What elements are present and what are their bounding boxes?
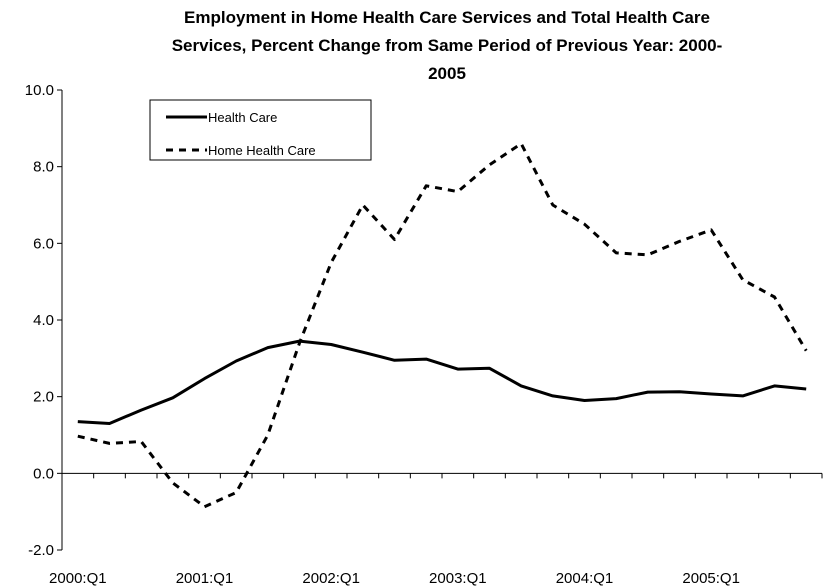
y-tick-label: 10.0: [25, 82, 54, 99]
x-tick-label: 2003:Q1: [429, 570, 487, 586]
y-tick-label: 8.0: [33, 159, 54, 176]
y-tick-label: 2.0: [33, 389, 54, 406]
y-axis: -2.0 0.0 2.0 4.0 6.0 8.0 10.0: [25, 82, 62, 559]
legend: Health Care Home Health Care: [149, 99, 372, 161]
x-tick-label: 2005:Q1: [682, 570, 740, 586]
plot-area: [77, 142, 808, 509]
y-tick-label: 4.0: [33, 312, 54, 329]
chart-title-line-1: Employment in Home Health Care Services …: [184, 8, 710, 27]
chart-title-line-3: 2005: [428, 64, 466, 83]
legend-label-home-health-care: Home Health Care: [208, 143, 316, 158]
x-tick-label: 2000:Q1: [49, 570, 107, 586]
x-axis: 2000:Q1 2001:Q1 2002:Q1 2003:Q1 2004:Q1 2005:…: [49, 473, 823, 586]
y-tick-label: 6.0: [33, 235, 54, 252]
series-line-health-care: [77, 339, 807, 425]
x-tick-label: 2001:Q1: [176, 570, 234, 586]
series-line-home-health-care: [77, 142, 808, 509]
y-tick-label: -2.0: [28, 542, 54, 559]
x-tick-label: 2004:Q1: [556, 570, 614, 586]
chart-title-line-2: Services, Percent Change from Same Perio…: [172, 36, 723, 55]
chart-title: Employment in Home Health Care Services …: [172, 8, 723, 83]
x-tick-label: 2002:Q1: [302, 570, 360, 586]
legend-label-health-care: Health Care: [208, 110, 277, 125]
legend-box: [149, 99, 372, 161]
y-tick-label: 0.0: [33, 465, 54, 482]
